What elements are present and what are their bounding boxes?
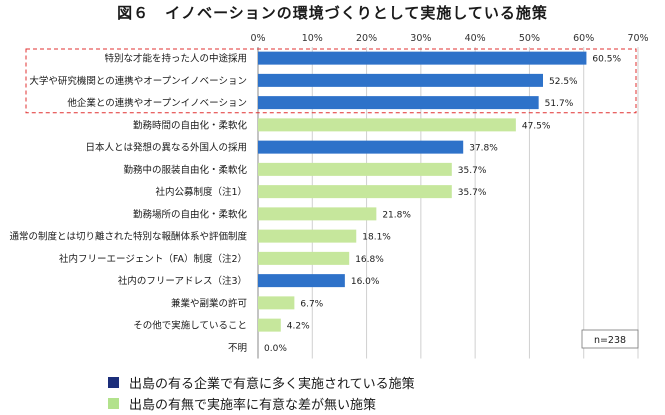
bar-9 [258, 251, 350, 265]
x-tick-label-0: 0% [250, 33, 265, 44]
x-tick-label-20: 20% [356, 33, 377, 44]
bar-1 [258, 73, 543, 87]
category-label-13: 不明 [228, 343, 247, 354]
category-label-4: 日本人とは発想の異なる外国人の採用 [85, 142, 247, 154]
sample-size-box [581, 329, 639, 349]
category-label-11: 兼業や副業の許可 [171, 297, 247, 309]
value-label-4: 37.8% [469, 144, 498, 154]
value-label-8: 18.1% [362, 233, 391, 243]
legend-item-not-significant: 出島の有無で実施率に有意な差が無い施策 [108, 394, 376, 413]
bar-0 [258, 51, 587, 65]
bar-5 [258, 162, 452, 176]
bar-11 [258, 296, 295, 310]
bar-3 [258, 118, 516, 132]
x-tick-label-70: 70% [627, 33, 648, 44]
category-label-1: 大学や研究機関との連携やオープンイノベーション [29, 75, 247, 87]
category-label-0: 特別な才能を持った人の中途採用 [104, 53, 247, 65]
x-tick-label-10: 10% [302, 33, 323, 44]
bar-10 [258, 274, 345, 288]
value-label-13: 0.0% [264, 344, 287, 354]
category-label-8: 通常の制度とは切り離された特別な報酬体系や評価制度 [9, 231, 247, 243]
category-label-5: 勤務中の服装自由化・柔軟化 [123, 164, 247, 176]
value-label-2: 51.7% [545, 99, 574, 109]
value-label-12: 4.2% [287, 322, 310, 332]
x-tick-label-50: 50% [519, 33, 540, 44]
sample-size-label: n=238 [594, 335, 626, 346]
value-label-0: 60.5% [592, 55, 621, 65]
highlight-box [25, 48, 637, 114]
legend-item-significant: 出島の有る企業で有意に多く実施されている施策 [108, 373, 415, 392]
value-label-10: 16.0% [351, 277, 380, 287]
category-label-3: 勤務時間の自由化・柔軟化 [133, 119, 248, 131]
value-label-3: 47.5% [522, 121, 551, 131]
value-label-11: 6.7% [300, 299, 323, 309]
bar-8 [258, 229, 357, 243]
category-label-10: 社内のフリーアドレス（注3） [118, 275, 247, 287]
bar-7 [258, 207, 377, 221]
x-tick-label-60: 60% [573, 33, 594, 44]
category-label-2: 他企業との連携やオープンイノベーション [67, 97, 247, 109]
legend-swatch-significant [108, 377, 119, 388]
legend-swatch-not-significant [108, 398, 119, 409]
bar-12 [258, 318, 281, 332]
category-label-12: その他で実施していること [133, 320, 247, 332]
category-label-9: 社内フリーエージェント（FA）制度（注2） [59, 253, 247, 265]
legend-label-not-significant: 出島の有無で実施率に有意な差が無い施策 [129, 398, 377, 413]
value-label-5: 35.7% [458, 166, 487, 176]
value-label-6: 35.7% [458, 188, 487, 198]
bar-4 [258, 140, 464, 154]
value-label-9: 16.8% [355, 255, 384, 265]
x-tick-label-30: 30% [410, 33, 431, 44]
value-label-1: 52.5% [549, 77, 578, 87]
value-label-7: 21.8% [382, 210, 411, 220]
category-label-6: 社内公募制度（注1） [155, 186, 247, 198]
bar-6 [258, 185, 452, 199]
chart-title: 図６ イノベーションの環境づくりとして実施している施策 [117, 4, 548, 22]
category-label-7: 勤務場所の自由化・柔軟化 [133, 208, 248, 220]
legend-label-significant: 出島の有る企業で有意に多く実施されている施策 [129, 377, 415, 392]
bar-2 [258, 96, 539, 110]
x-tick-label-40: 40% [465, 33, 486, 44]
